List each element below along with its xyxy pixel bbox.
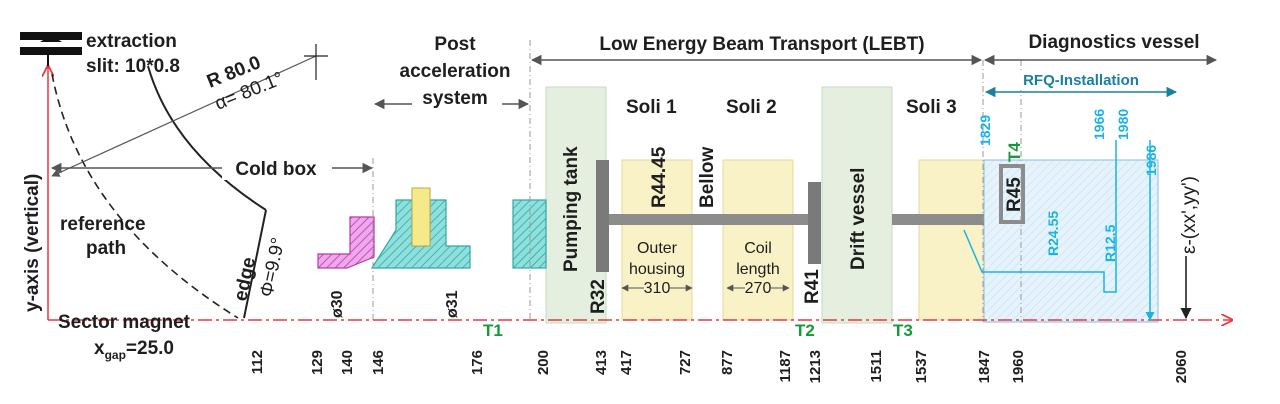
magenta-element xyxy=(317,216,375,269)
beam-tube-lebt-2 xyxy=(892,214,984,225)
flange-r32 xyxy=(596,160,609,272)
xgap-label: xgap=25.0 xyxy=(94,338,174,362)
extraction-slit-icon xyxy=(20,32,82,66)
lebt-label-bg xyxy=(558,30,966,56)
rfq-flange xyxy=(999,164,1025,224)
soli2-box xyxy=(722,159,794,321)
rfq-bracket xyxy=(963,140,1117,293)
position-ticks: 112 129 140 146 176 200 413 417 727 877 1187 1213 15… xyxy=(249,350,1190,383)
position-tick: 1511 xyxy=(868,350,885,383)
drift-vessel-label: Drift vessel xyxy=(848,168,869,270)
position-tick: 1960 xyxy=(1010,350,1027,383)
pivot-cross xyxy=(304,44,328,80)
r32-label: R32 xyxy=(588,279,609,314)
post-acc-line2: acceleration xyxy=(400,61,511,82)
radius-line xyxy=(51,55,317,177)
soli2-label: Soli 2 xyxy=(726,97,777,118)
cold-box-label: Cold box xyxy=(235,159,317,180)
position-tick: 2060 xyxy=(1173,350,1190,383)
outer-housing-line1: Outer xyxy=(637,240,678,257)
drift-vessel-box xyxy=(821,86,893,324)
soli1-box xyxy=(621,159,693,321)
post-acc-label-bg xyxy=(412,88,502,112)
phi-label: Φ=9.9° xyxy=(256,236,289,299)
position-tick: 413 xyxy=(593,350,610,375)
cyan-tick-1980: 1980 xyxy=(1115,109,1131,140)
position-tick: 146 xyxy=(370,350,387,375)
magnet-arc xyxy=(147,65,267,211)
position-tick: 112 xyxy=(249,350,266,374)
position-tick: 1847 xyxy=(976,350,993,383)
marker-t2: T2 xyxy=(795,321,815,340)
position-tick: 877 xyxy=(719,350,736,375)
soli3-box xyxy=(918,159,988,321)
r2455-label: R24.55 xyxy=(1045,211,1061,256)
outer-housing-dim: 310 xyxy=(644,280,671,297)
extraction-label: extraction xyxy=(86,31,177,52)
post-acc-line3: system xyxy=(422,88,488,109)
diameter-30: ø30 xyxy=(329,290,346,318)
cyan-tick-1986: 1986 xyxy=(1143,145,1159,176)
r4445-label: R44.45 xyxy=(649,146,670,208)
cold-box-label-bg xyxy=(222,156,332,180)
cyan-tick-1966: 1966 xyxy=(1091,109,1107,140)
coil-length-dim: 270 xyxy=(745,280,772,297)
r41-label: R41 xyxy=(802,269,823,304)
coil-length-line2: length xyxy=(736,261,780,278)
position-tick: 1213 xyxy=(807,350,824,383)
diameter-31: ø31 xyxy=(444,290,461,318)
position-tick: 417 xyxy=(618,350,635,375)
reference-verticals xyxy=(372,40,1022,322)
position-tick: 1187 xyxy=(777,350,794,383)
path-label: path xyxy=(86,238,126,259)
magnet-edge xyxy=(243,209,267,319)
position-tick: 1537 xyxy=(913,350,930,383)
rfq-label: RFQ-Installation xyxy=(1023,72,1139,89)
soli3-label: Soli 3 xyxy=(906,97,957,118)
bellow-label: Bellow xyxy=(697,147,718,208)
position-tick: 176 xyxy=(469,350,486,375)
lebt-label: Low Energy Beam Transport (LEBT) xyxy=(599,34,924,55)
coil-length-line1: Coil xyxy=(744,240,772,257)
reference-label: reference xyxy=(60,214,146,235)
post-acc-line1: Post xyxy=(434,34,476,55)
rfq-installation-box xyxy=(983,159,1159,323)
slit-label: slit: 10*0.8 xyxy=(86,56,180,77)
flange-r41 xyxy=(808,182,821,264)
outer-housing-line2: housing xyxy=(629,261,685,278)
position-tick: 140 xyxy=(339,350,356,375)
soli1-label: Soli 1 xyxy=(626,97,677,118)
reference-path xyxy=(51,73,239,319)
position-tick: 727 xyxy=(677,350,694,375)
emittance-label: ε-(xx',yy') xyxy=(1179,176,1200,254)
edge-label: edge xyxy=(230,255,260,303)
marker-t3: T3 xyxy=(893,321,913,340)
cyan-tick-1829: 1829 xyxy=(977,115,993,146)
diagnostics-label: Diagnostics vessel xyxy=(1028,32,1199,53)
r125-label: R12.5 xyxy=(1102,224,1118,262)
r45-label: R45 xyxy=(1004,177,1025,212)
yellow-element xyxy=(411,187,431,247)
beam-tube-lebt-1 xyxy=(606,214,816,225)
rfq-label-bg xyxy=(1004,70,1158,90)
pumping-tank-label: Pumping tank xyxy=(561,146,582,272)
position-tick: 129 xyxy=(309,350,326,375)
marker-t1: T1 xyxy=(483,321,503,340)
y-axis-label: y-axis (vertical) xyxy=(22,174,43,312)
position-tick: 200 xyxy=(535,350,552,375)
sector-magnet-label: Sector magnet xyxy=(58,312,191,333)
marker-t4: T4 xyxy=(1005,142,1024,162)
